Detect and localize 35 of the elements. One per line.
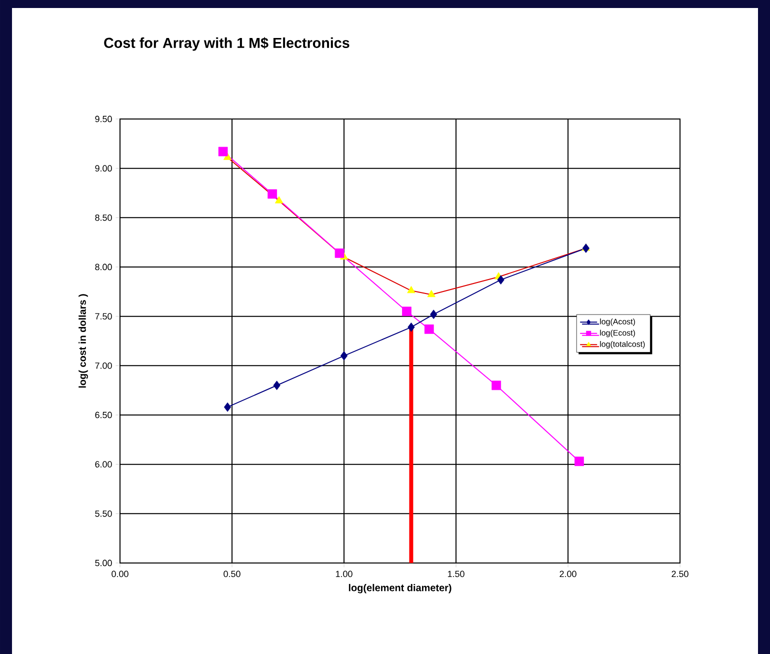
point [408, 322, 415, 332]
point [340, 351, 348, 360]
x-tick-label: 1.50 [448, 570, 464, 578]
point [497, 275, 504, 284]
y-axis-title: log( cost in dollars ) [78, 294, 88, 388]
y-tick-label: 8.50 [95, 214, 112, 221]
x-tick-label: 2.00 [560, 570, 576, 578]
point [218, 146, 228, 156]
y-tick-label: 6.00 [95, 461, 112, 468]
point [402, 306, 412, 316]
y-tick-label: 9.00 [95, 165, 112, 172]
y-tick-label: 7.00 [95, 362, 112, 369]
point [427, 290, 436, 298]
point [574, 456, 584, 466]
point [274, 196, 284, 204]
x-tick-label: 0.50 [224, 570, 240, 578]
point [273, 380, 280, 390]
point [407, 286, 416, 294]
point [430, 310, 438, 320]
point [224, 402, 232, 412]
y-tick-label: 6.50 [95, 412, 112, 418]
y-tick-label: 8.00 [95, 264, 112, 270]
point [424, 324, 434, 334]
y-tick-label: 9.50 [95, 116, 112, 122]
y-tick-label: 5.00 [95, 560, 112, 566]
point [268, 189, 278, 199]
point [492, 380, 502, 390]
x-axis-title: log(element diameter) [348, 584, 452, 594]
y-tick-label: 7.50 [95, 313, 112, 320]
chart-title: Cost for Array with 1 M$ Electronics [104, 37, 350, 51]
y-tick-label: 5.50 [95, 510, 112, 517]
point [334, 248, 344, 258]
x-tick-label: 2.50 [672, 570, 688, 578]
x-tick-label: 1.00 [336, 570, 352, 578]
x-tick-label: 0.00 [112, 570, 128, 578]
